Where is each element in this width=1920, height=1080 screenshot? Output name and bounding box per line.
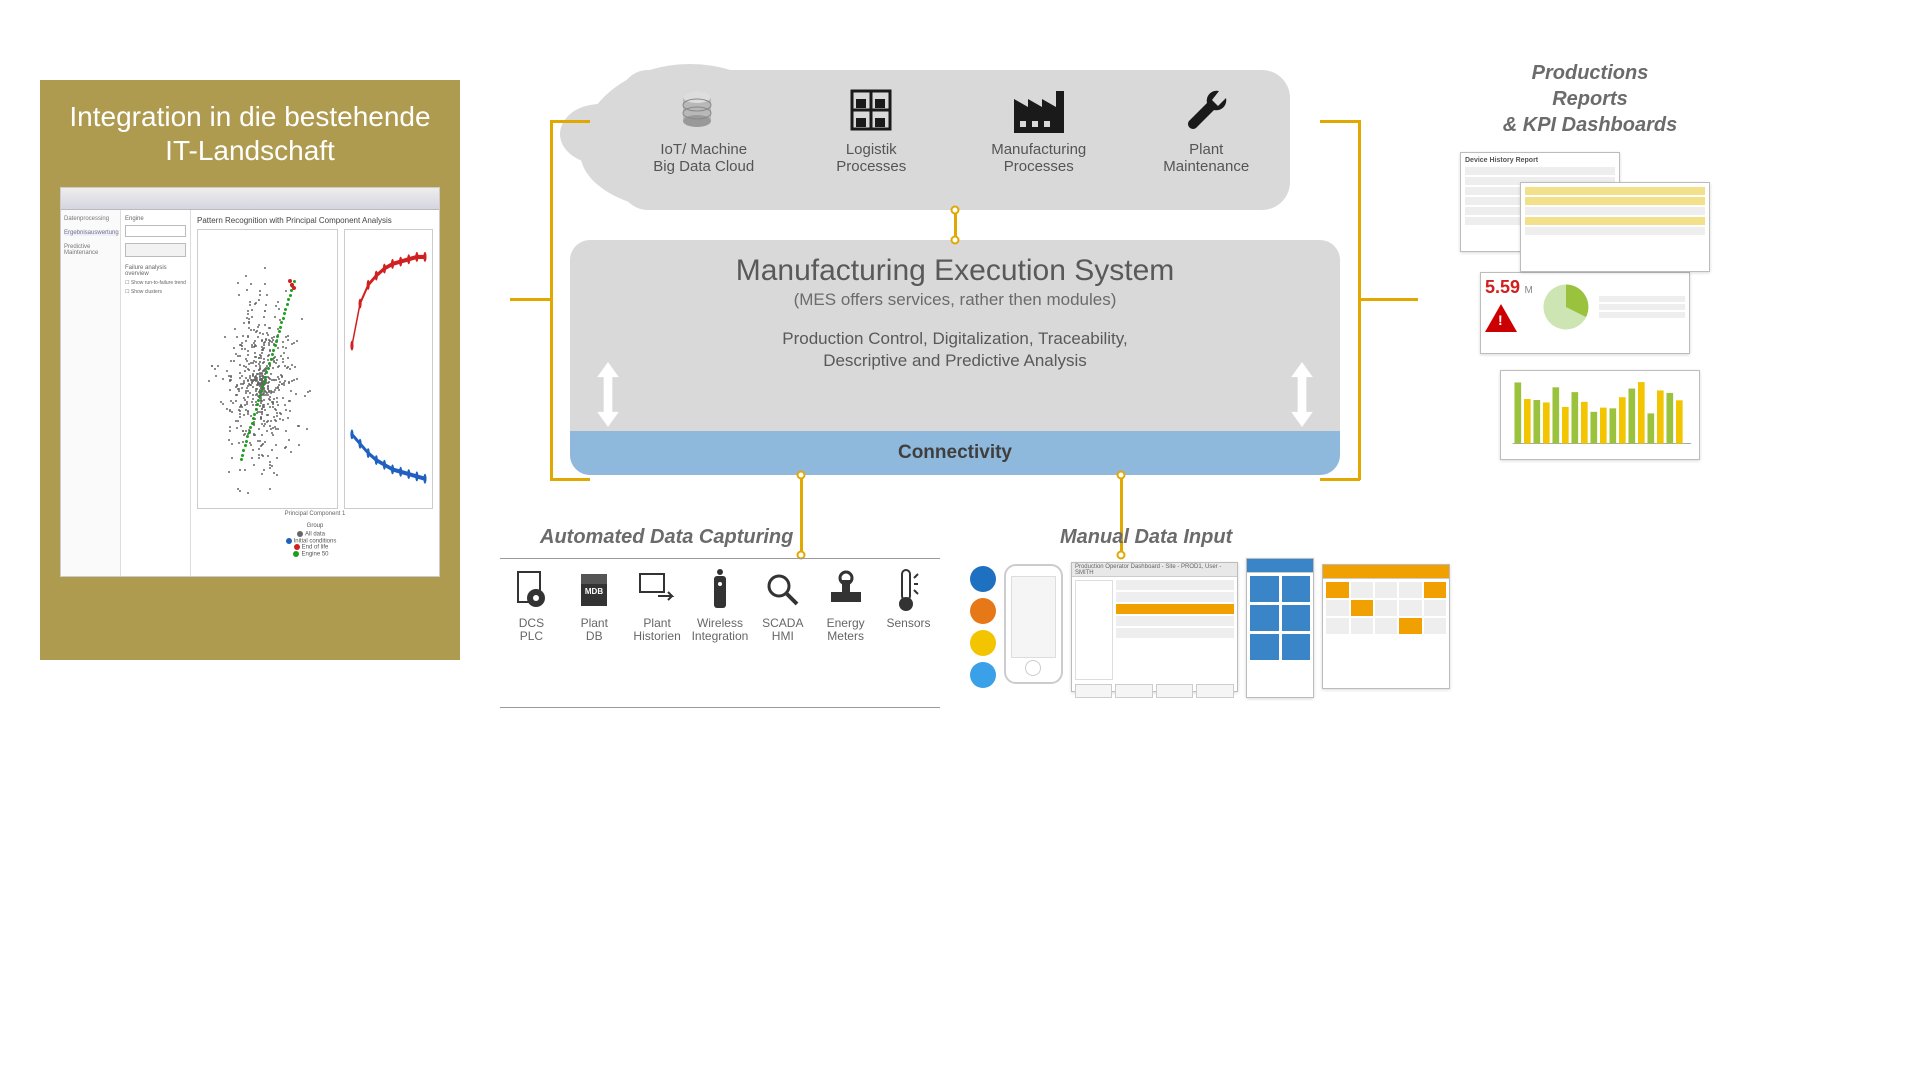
integration-panel: Integration in die bestehende IT-Landsch…	[40, 80, 460, 660]
auto-item: EnergyMeters	[816, 567, 876, 643]
auto-item: SCADAHMI	[753, 567, 813, 643]
wrench-icon	[1136, 82, 1276, 138]
kpi-value: 5.59	[1485, 277, 1520, 297]
warning-icon	[1485, 304, 1517, 332]
gear-doc-icon	[501, 567, 561, 613]
magnifier-icon	[753, 567, 813, 613]
connectivity-bar: Connectivity	[570, 431, 1340, 475]
browser-icon	[970, 566, 996, 592]
mes-box: Manufacturing Execution System (MES offe…	[570, 240, 1340, 475]
mdb-icon: MDB	[564, 567, 624, 613]
report-thumb	[1520, 182, 1710, 272]
mes-subtitle: (MES offers services, rather then module…	[570, 290, 1340, 310]
mes-title: Manufacturing Execution System	[570, 254, 1340, 288]
updown-arrow-icon	[595, 362, 621, 427]
top-systems-row: IoT/ MachineBig Data Cloud LogistikProces…	[620, 70, 1290, 210]
chart-title: Pattern Recognition with Principal Compo…	[197, 216, 433, 225]
pie-icon	[1541, 282, 1591, 332]
top-item: ManufacturingProcesses	[969, 82, 1109, 175]
kpi-thumb: 5.59 M	[1480, 272, 1690, 354]
svg-text:MDB: MDB	[585, 587, 603, 596]
bar-thumb	[1500, 370, 1700, 460]
browser-icon	[970, 598, 996, 624]
database-cloud-icon	[634, 82, 774, 138]
legend: Group All dataInitial conditionsEnd of l…	[197, 523, 433, 557]
screen-arrow-icon	[627, 567, 687, 613]
top-item: PlantMaintenance	[1136, 82, 1276, 175]
shelves-icon	[801, 82, 941, 138]
updown-arrow-icon	[1289, 362, 1315, 427]
factory-icon	[969, 82, 1109, 138]
analytics-screenshot: Datenprocessing Ergebnisauswertung Predi…	[60, 187, 440, 577]
top-item: LogistikProcesses	[801, 82, 941, 175]
thermo-icon	[878, 567, 938, 613]
integration-title: Integration in die bestehende IT-Landsch…	[60, 100, 440, 167]
reports-title: ProductionsReports& KPI Dashboards	[1460, 60, 1720, 138]
variance-plot	[344, 229, 433, 509]
auto-item: DCSPLC	[501, 567, 561, 643]
nav-sidebar: Datenprocessing Ergebnisauswertung Predi…	[61, 210, 121, 576]
remote-icon	[690, 567, 750, 613]
auto-item: MDBPlantDB	[564, 567, 624, 643]
reports-column: ProductionsReports& KPI Dashboards Devic…	[1460, 60, 1720, 476]
dashboard-window-1: Production Operator Dashboard - Site - P…	[1071, 562, 1238, 692]
valve-icon	[816, 567, 876, 613]
architecture-diagram: IoT/ MachineBig Data Cloud LogistikProces…	[500, 60, 1880, 800]
controls-sidebar: Engine Failure analysis overview ☐ Show …	[121, 210, 191, 576]
manual-input-row: Production Operator Dashboard - Site - P…	[970, 558, 1450, 728]
auto-item: WirelessIntegration	[690, 567, 750, 643]
auto-item: Sensors	[878, 567, 938, 630]
manual-input-title: Manual Data Input	[1060, 526, 1232, 549]
browser-icons	[970, 566, 996, 688]
auto-item: PlantHistorien	[627, 567, 687, 643]
browser-icon	[970, 662, 996, 688]
dashboard-window-3	[1322, 564, 1450, 689]
scatter-plot	[197, 229, 338, 509]
top-item: IoT/ MachineBig Data Cloud	[634, 82, 774, 175]
auto-capture-row: DCSPLCMDBPlantDBPlantHistorienWirelessIn…	[500, 558, 940, 708]
phone-mockup	[1004, 564, 1063, 684]
dashboard-window-2	[1246, 558, 1315, 698]
browser-icon	[970, 630, 996, 656]
mes-description: Production Control, Digitalization, Trac…	[570, 328, 1340, 372]
auto-capture-title: Automated Data Capturing	[540, 526, 793, 549]
